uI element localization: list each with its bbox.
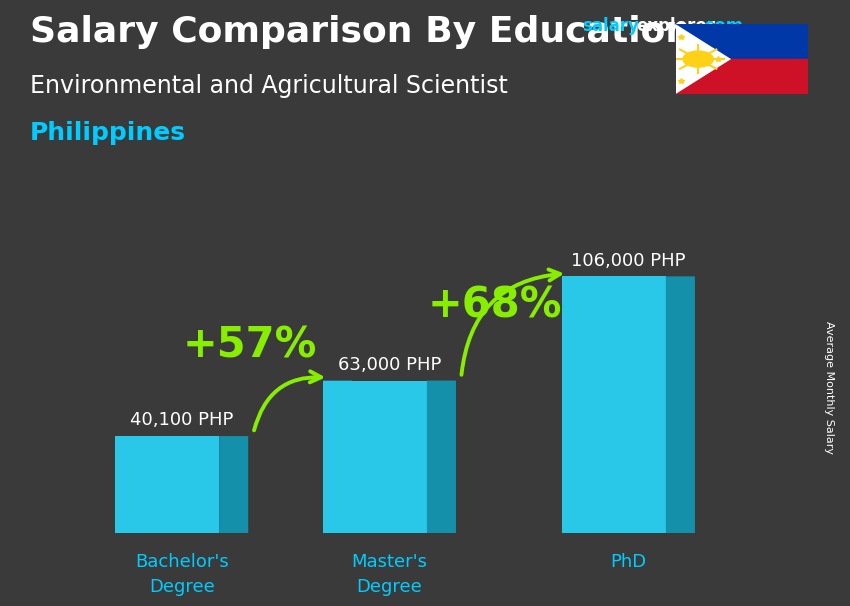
- Bar: [676, 59, 807, 94]
- Polygon shape: [219, 436, 248, 533]
- Text: 63,000 PHP: 63,000 PHP: [337, 356, 441, 374]
- Polygon shape: [666, 276, 695, 533]
- Text: +57%: +57%: [183, 325, 317, 367]
- Text: 106,000 PHP: 106,000 PHP: [571, 251, 686, 270]
- Text: explorer: explorer: [637, 17, 716, 35]
- Bar: [676, 24, 807, 59]
- Polygon shape: [323, 381, 352, 533]
- Polygon shape: [562, 276, 591, 533]
- Polygon shape: [323, 381, 427, 533]
- Text: +68%: +68%: [428, 285, 562, 327]
- Text: Salary Comparison By Education: Salary Comparison By Education: [30, 15, 691, 49]
- Circle shape: [683, 51, 713, 67]
- Text: salary: salary: [582, 17, 639, 35]
- Text: Environmental and Agricultural Scientist: Environmental and Agricultural Scientist: [30, 74, 507, 98]
- Polygon shape: [116, 436, 144, 533]
- Polygon shape: [676, 24, 731, 94]
- Text: .com: .com: [698, 17, 743, 35]
- Polygon shape: [562, 276, 666, 533]
- Text: Average Monthly Salary: Average Monthly Salary: [824, 321, 834, 454]
- Polygon shape: [427, 381, 456, 533]
- Polygon shape: [116, 436, 219, 533]
- Text: Philippines: Philippines: [30, 121, 186, 145]
- Text: 40,100 PHP: 40,100 PHP: [130, 411, 234, 430]
